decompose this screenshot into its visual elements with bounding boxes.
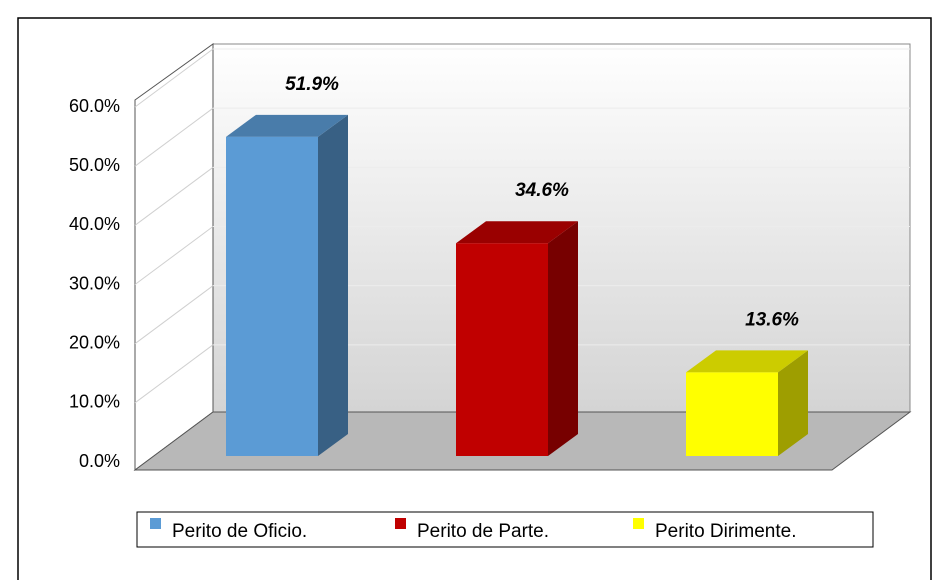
legend bbox=[136, 511, 874, 548]
legend-swatch bbox=[395, 518, 406, 529]
y-tick-label: 30.0% bbox=[69, 273, 120, 293]
legend-label: Perito de Oficio. bbox=[172, 521, 307, 542]
legend-swatch bbox=[150, 518, 161, 529]
legend-label: Perito de Parte. bbox=[417, 521, 549, 542]
bar-side bbox=[318, 114, 348, 456]
side-wall bbox=[134, 43, 214, 471]
data-label: 13.6% bbox=[745, 309, 799, 330]
bar bbox=[226, 136, 318, 456]
grid-line bbox=[134, 285, 214, 345]
grid-line bbox=[134, 48, 214, 108]
frame bbox=[17, 17, 932, 585]
bar-side bbox=[548, 221, 578, 456]
grid-line bbox=[134, 166, 214, 226]
bar-top bbox=[686, 350, 808, 373]
bar bbox=[456, 243, 548, 456]
legend-label: Perito Dirimente. bbox=[655, 521, 797, 542]
y-tick-label: 50.0% bbox=[69, 155, 120, 175]
data-label: 34.6% bbox=[515, 180, 569, 201]
data-label: 51.9% bbox=[285, 74, 339, 95]
grid-line bbox=[134, 344, 214, 404]
grid-line bbox=[134, 226, 214, 285]
y-tick-label: 40.0% bbox=[69, 214, 120, 234]
bar bbox=[686, 372, 778, 456]
y-tick-label: 10.0% bbox=[69, 392, 120, 412]
grid-line bbox=[134, 107, 214, 167]
legend-swatch bbox=[633, 518, 644, 529]
y-tick-label: 0.0% bbox=[79, 451, 120, 471]
bar-top bbox=[226, 114, 348, 137]
y-tick-label: 60.0% bbox=[69, 96, 120, 116]
bar-top bbox=[456, 221, 578, 244]
bar-side bbox=[778, 350, 808, 456]
y-tick-label: 20.0% bbox=[69, 332, 120, 352]
